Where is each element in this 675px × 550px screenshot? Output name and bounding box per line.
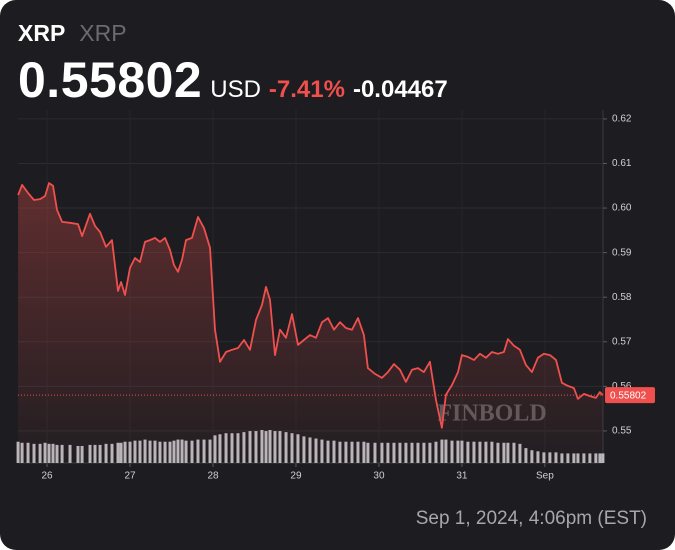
y-tick-label: 0.59 [612,247,632,258]
last-price-label: 0.55802 [610,390,647,401]
x-tick-label: 27 [124,471,136,482]
x-tick-label: Sep [536,471,554,482]
volume-bar [601,453,605,463]
x-tick-label: 26 [41,471,53,482]
x-tick-label: 30 [373,471,385,482]
y-tick-label: 0.58 [612,292,632,303]
y-tick-label: 0.56 [612,381,632,392]
x-tick-label: 28 [207,471,219,482]
y-tick-label: 0.55 [612,426,632,437]
price-line [17,182,604,429]
price-area [18,183,603,463]
currency: USD [210,76,261,103]
change-percent: -7.41% [268,76,345,103]
symbol: XRP [18,20,66,46]
y-tick-label: 0.57 [612,336,632,347]
y-tick-label: 0.62 [612,114,632,125]
change: -0.04467 [352,76,448,103]
last-price: 0.55802 [18,52,203,108]
asset-name: XRP [79,20,127,46]
last-price-tag [605,387,655,404]
symbol-row: XRP XRP [18,20,448,47]
price-row: 0.55802 USD -7.41% -0.04467 [18,51,448,109]
y-tick-label: 0.61 [612,158,632,169]
volume-bar [16,441,20,463]
x-tick-label: 31 [456,471,468,482]
x-tick-label: 29 [290,471,302,482]
y-tick-label: 0.60 [612,203,632,214]
header: XRP XRP 0.55802 USD -7.41% -0.04467 [18,20,448,109]
timestamp: Sep 1, 2024, 4:06pm (EST) [415,508,647,529]
